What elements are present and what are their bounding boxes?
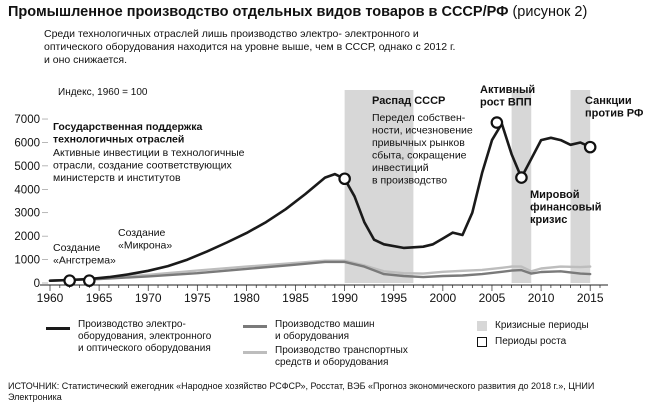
- growth-marker-4: [515, 171, 528, 184]
- x-axis: 1960 1965 1970 1975 1980 1985 1990 1995 2000 2005…: [37, 284, 608, 305]
- x-tick-label: 1960: [37, 291, 64, 305]
- legend-swatch-machines: [243, 325, 267, 328]
- annotations: Государственная поддержка технологичных о…: [53, 84, 643, 267]
- y-tick-label: 0: [34, 278, 40, 290]
- legend-label-transport: Производство транспортных средств и обор…: [275, 345, 408, 368]
- annotation-2: Создание «Ангстрема»: [53, 242, 116, 267]
- x-tick-label: 1975: [184, 291, 211, 305]
- chart-title: Промышленное производство отдельных видо…: [8, 4, 588, 20]
- growth-marker-3: [490, 116, 504, 129]
- annotation-6: Активный рост ВПП: [480, 84, 535, 109]
- x-tick-label: 1965: [86, 291, 113, 305]
- legend-swatch-transport: [243, 351, 267, 354]
- series-line-2: [48, 259, 592, 282]
- annotation-0: Государственная поддержка технологичных о…: [53, 121, 203, 146]
- annotation-5: Передел собствен-ности, исчезновение прив…: [372, 112, 473, 187]
- index-note: Индекс, 1960 = 100: [58, 87, 148, 98]
- source-note: ИСТОЧНИК: Статистический ежегодник «Наро…: [8, 381, 595, 402]
- series-lines: [48, 122, 592, 283]
- y-tick-label: 3000: [14, 208, 40, 220]
- x-tick-label: 1980: [233, 291, 260, 305]
- x-tick-label: 1990: [331, 291, 358, 305]
- legend-label-crisis: Кризисные периоды: [495, 320, 589, 331]
- growth-marker-0: [63, 274, 76, 287]
- y-tick-label: 6000: [14, 137, 40, 149]
- crisis-period-0: [344, 90, 414, 283]
- x-tick-label: 2010: [528, 291, 555, 305]
- annotation-7: Мировой финансовый кризис: [530, 189, 602, 226]
- growth-markers: [63, 116, 597, 287]
- legend-label-growth: Периоды роста: [495, 336, 567, 347]
- x-tick-label: 1995: [380, 291, 407, 305]
- y-tick-label: 4000: [14, 184, 40, 196]
- x-tick-label: 2015: [577, 291, 604, 305]
- legend-label-electro: Производство электро- оборудования, элек…: [78, 319, 212, 354]
- legend-swatch-growth: [477, 337, 487, 347]
- series-line-1: [48, 260, 592, 282]
- crisis-period-2: [570, 90, 591, 283]
- growth-marker-1: [82, 274, 96, 287]
- crisis-shading: [344, 90, 591, 283]
- legend-swatch-electro: [46, 327, 70, 330]
- x-tick-label: 1985: [282, 291, 309, 305]
- annotation-4: Распад СССР: [372, 95, 445, 107]
- growth-marker-2: [338, 172, 351, 186]
- x-tick-label: 2000: [430, 291, 457, 305]
- legend-label-machines: Производство машин и оборудования: [275, 319, 375, 342]
- y-tick-label: 2000: [14, 231, 40, 243]
- legend-swatch-crisis: [477, 321, 487, 331]
- growth-marker-5: [583, 140, 597, 154]
- chart-subtitle: Среди технологичных отраслей лишь произв…: [44, 28, 456, 66]
- series-line-0: [48, 122, 592, 283]
- annotation-8: Санкции против РФ: [585, 95, 643, 120]
- x-tick-label: 2005: [479, 291, 506, 305]
- annotation-1: Активные инвестиции в технологичные отрас…: [53, 147, 245, 184]
- x-tick-label: 1970: [135, 291, 162, 305]
- y-axis-ticks: 0 1000 2000 3000 4000 5000 6000 7000: [14, 114, 48, 290]
- crisis-period-1: [511, 90, 532, 283]
- y-tick-label: 1000: [14, 255, 40, 267]
- annotation-3: Создание «Микрона»: [118, 227, 172, 252]
- y-tick-label: 7000: [14, 114, 40, 126]
- y-tick-label: 5000: [14, 161, 40, 173]
